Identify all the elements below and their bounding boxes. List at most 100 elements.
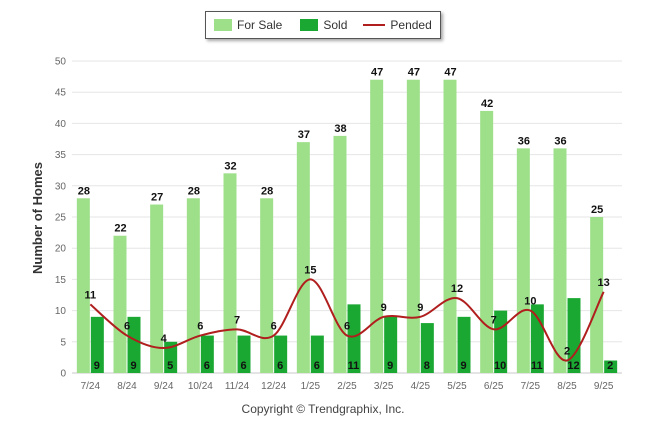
sold-bar: [384, 316, 398, 373]
for-sale-bar: [223, 173, 237, 373]
for-sale-bar: [480, 110, 494, 374]
bars-layer: [76, 79, 618, 374]
pended-line: [89, 278, 605, 362]
for-sale-data-label: 28: [188, 185, 200, 197]
y-tick-label: 0: [60, 369, 66, 380]
x-tick-label: 5/25: [447, 381, 467, 392]
y-tick-label: 20: [55, 244, 67, 255]
sold-bar: [90, 316, 104, 373]
pended-data-label: 12: [451, 283, 463, 295]
x-tick-label: 10/24: [188, 381, 213, 392]
line-layer: [89, 278, 605, 362]
x-tick-label: 7/24: [81, 381, 101, 392]
x-tick-label: 7/25: [521, 381, 541, 392]
pended-data-label: 6: [344, 321, 350, 333]
x-tick-label: 3/25: [374, 381, 394, 392]
pended-data-label: 15: [304, 264, 316, 276]
for-sale-data-label: 32: [224, 160, 236, 172]
for-sale-data-label: 37: [298, 129, 310, 141]
x-tick-label: 1/25: [301, 381, 321, 392]
for-sale-bar: [333, 135, 347, 373]
sold-bar: [200, 335, 214, 373]
for-sale-data-label: 27: [151, 192, 163, 204]
for-sale-data-label: 28: [261, 185, 273, 197]
sold-data-label: 11: [531, 360, 543, 372]
for-sale-bar: [553, 148, 567, 373]
for-sale-bar: [296, 142, 310, 373]
x-tick-label: 9/25: [594, 381, 614, 392]
sold-data-label: 9: [460, 360, 466, 372]
x-tick-label: 9/24: [154, 381, 174, 392]
sold-bar: [164, 341, 178, 373]
x-tick-label: 4/25: [411, 381, 431, 392]
sold-data-label: 2: [607, 360, 613, 372]
for-sale-data-label: 22: [114, 223, 126, 235]
sold-data-label: 6: [240, 360, 246, 372]
y-tick-label: 25: [55, 213, 67, 224]
sold-data-label: 9: [130, 360, 136, 372]
pended-data-label: 11: [85, 289, 97, 301]
pended-data-label: 6: [124, 321, 130, 333]
x-tick-label: 11/24: [225, 381, 250, 392]
y-tick-label: 15: [55, 275, 67, 286]
pended-data-label: 4: [161, 333, 168, 345]
sold-data-label: 6: [314, 360, 320, 372]
sold-swatch: [300, 19, 319, 31]
y-tick-label: 5: [60, 337, 66, 348]
y-tick-label: 30: [55, 181, 67, 192]
for-sale-data-label: 36: [554, 135, 566, 147]
for-sale-bar: [260, 198, 274, 373]
x-tick-label: 8/24: [117, 381, 137, 392]
pended-data-label: 2: [564, 346, 570, 358]
for-sale-bar: [76, 198, 90, 373]
legend-item-for-sale[interactable]: For Sale: [214, 18, 282, 32]
labels-layer: 7/242898/242299/2427510/2428611/2432612/…: [78, 67, 614, 392]
pended-data-label: 13: [598, 277, 610, 289]
pended-data-label: 6: [271, 321, 277, 333]
x-tick-label: 2/25: [337, 381, 357, 392]
sold-bar: [237, 335, 251, 373]
for-sale-data-label: 47: [408, 67, 420, 79]
sold-data-label: 6: [204, 360, 210, 372]
for-sale-data-label: 38: [334, 123, 346, 135]
for-sale-data-label: 25: [591, 204, 603, 216]
y-tick-label: 35: [55, 150, 67, 161]
sold-data-label: 5: [167, 360, 173, 372]
legend-label-for-sale: For Sale: [237, 18, 283, 32]
for-sale-bar: [516, 148, 530, 373]
legend-item-sold[interactable]: Sold: [300, 18, 347, 32]
for-sale-bar: [113, 235, 127, 373]
for-sale-data-label: 28: [78, 185, 90, 197]
for-sale-bar: [186, 198, 200, 373]
y-axis-title: Number of Homes: [30, 162, 45, 274]
sold-data-label: 6: [277, 360, 283, 372]
x-tick-label: 12/24: [261, 381, 286, 392]
pended-data-label: 7: [491, 314, 497, 326]
for-sale-bar: [406, 79, 420, 373]
for-sale-data-label: 47: [444, 67, 456, 79]
sold-bar: [420, 323, 434, 373]
sold-bar: [310, 335, 324, 373]
legend: For Sale Sold Pended: [205, 11, 441, 39]
sold-bar: [127, 316, 141, 373]
legend-label-sold: Sold: [323, 18, 348, 32]
legend-item-pended[interactable]: Pended: [363, 18, 432, 32]
sold-data-label: 9: [94, 360, 100, 372]
pended-data-label: 7: [234, 314, 240, 326]
pended-data-label: 9: [381, 302, 387, 314]
for-sale-bar: [150, 204, 164, 373]
sold-data-label: 10: [494, 360, 506, 372]
sold-bar: [567, 298, 581, 373]
sold-data-label: 12: [567, 360, 579, 372]
y-tick-label: 45: [55, 88, 67, 99]
sold-bar: [274, 335, 288, 373]
sold-data-label: 9: [387, 360, 393, 372]
y-tick-label: 40: [55, 119, 67, 130]
sold-bar: [347, 304, 361, 373]
x-tick-label: 6/25: [484, 381, 504, 392]
pended-data-label: 10: [524, 296, 536, 308]
pended-swatch: [363, 24, 386, 26]
for-sale-swatch: [214, 19, 232, 31]
